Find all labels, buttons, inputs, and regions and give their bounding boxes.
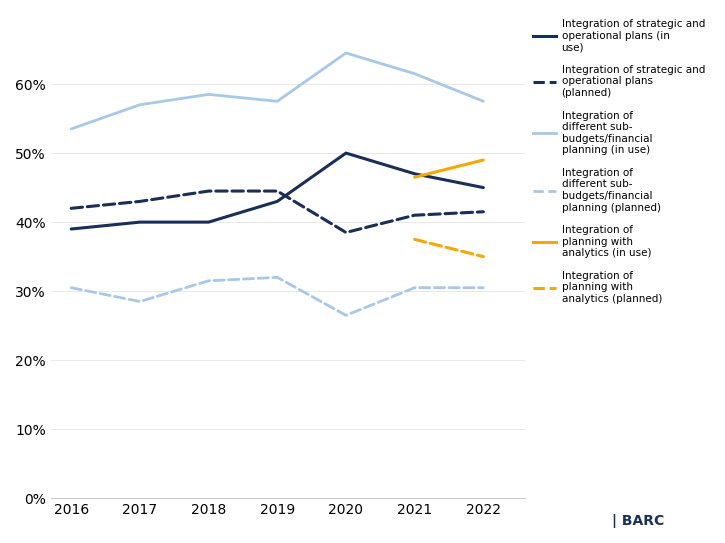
Legend: Integration of strategic and
operational plans (in
use), Integration of strategi: Integration of strategic and operational…: [529, 15, 709, 308]
Text: | BARC: | BARC: [612, 514, 664, 528]
